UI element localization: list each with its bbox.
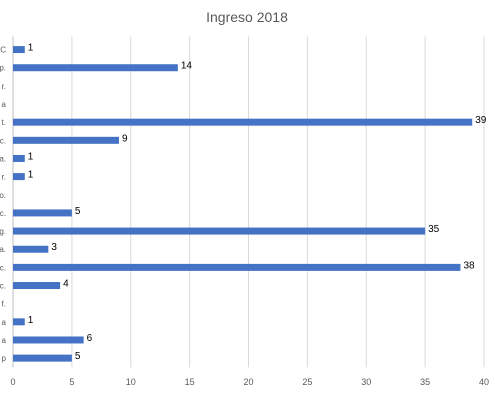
category-label: p. (0, 64, 6, 73)
data-label: 5 (75, 206, 81, 217)
bar (13, 227, 426, 235)
category-label: a. (0, 245, 6, 254)
data-label: 39 (475, 115, 487, 126)
bar (13, 245, 49, 253)
bar (13, 263, 461, 271)
bar (13, 173, 25, 181)
category-label: o. (0, 191, 6, 200)
bar (13, 154, 25, 162)
bar (13, 136, 119, 144)
data-label: 38 (463, 260, 475, 271)
data-label: 1 (28, 151, 34, 162)
category-label: a (2, 318, 7, 327)
data-label: 14 (181, 61, 193, 72)
category-label: p (2, 354, 7, 363)
category-label: f. (2, 300, 6, 309)
x-tick-label-30: 30 (361, 377, 371, 387)
category-label: c. (0, 282, 6, 291)
x-tick-label-10: 10 (126, 377, 136, 387)
category-label: g. (0, 227, 6, 236)
x-tick-label-25: 25 (302, 377, 312, 387)
category-label: c. (0, 263, 6, 272)
data-label: 6 (87, 333, 93, 344)
gridlines (71, 36, 485, 368)
bar (13, 354, 72, 362)
category-label: a. (0, 154, 6, 163)
category-label: t. (2, 118, 6, 127)
x-tick-label-20: 20 (243, 377, 253, 387)
x-tick-label-0: 0 (10, 377, 15, 387)
bar (13, 336, 84, 344)
x-tick-label-5: 5 (69, 377, 74, 387)
bar (13, 209, 72, 217)
x-tick-labels: 0 5 10 15 20 25 30 35 40 (10, 377, 489, 387)
bar (13, 118, 473, 126)
data-label: 5 (75, 351, 81, 362)
category-label: c. (0, 136, 6, 145)
data-label: 1 (28, 43, 34, 54)
bar (13, 318, 25, 326)
bar (13, 46, 25, 54)
category-label: a (2, 100, 7, 109)
chart-title: Ingreso 2018 (206, 9, 288, 25)
data-label: 35 (428, 224, 440, 235)
category-label: a (2, 336, 7, 345)
category-label: r. (2, 173, 6, 182)
x-tick-label-15: 15 (185, 377, 195, 387)
data-label: 1 (28, 170, 34, 181)
category-label: C (0, 46, 6, 55)
category-label: r. (2, 82, 6, 91)
data-label: 4 (63, 279, 69, 290)
bar (13, 64, 178, 72)
category-label: c. (0, 209, 6, 218)
data-label: 9 (122, 133, 128, 144)
x-tick-label-35: 35 (420, 377, 430, 387)
data-label: 1 (28, 315, 34, 326)
bars (13, 46, 473, 362)
data-label: 3 (51, 242, 57, 253)
category-labels: Cp.r.at.c.a.r.o.c.g.a.c.c.f.aap (0, 46, 7, 364)
bar (13, 282, 61, 290)
x-tick-label-40: 40 (479, 377, 489, 387)
